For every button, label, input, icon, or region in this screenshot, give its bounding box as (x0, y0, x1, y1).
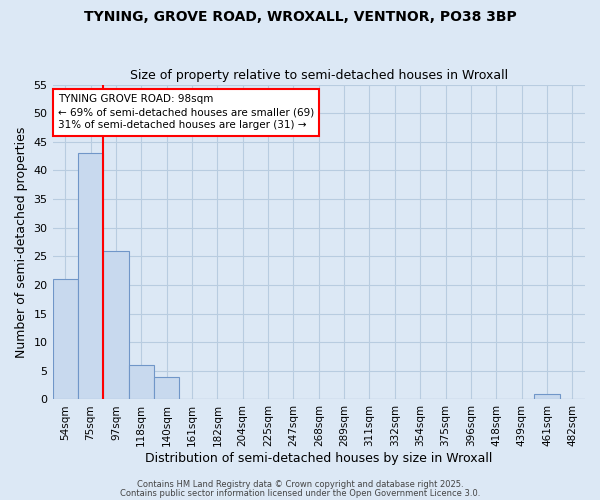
Text: Contains public sector information licensed under the Open Government Licence 3.: Contains public sector information licen… (120, 488, 480, 498)
Bar (128, 365, 154, 400)
Text: Contains HM Land Registry data © Crown copyright and database right 2025.: Contains HM Land Registry data © Crown c… (137, 480, 463, 489)
Bar (534, 394, 560, 400)
X-axis label: Distribution of semi-detached houses by size in Wroxall: Distribution of semi-detached houses by … (145, 452, 493, 465)
Text: TYNING, GROVE ROAD, WROXALL, VENTNOR, PO38 3BP: TYNING, GROVE ROAD, WROXALL, VENTNOR, PO… (83, 10, 517, 24)
Bar (53, 279, 78, 400)
Bar (78, 154, 103, 400)
Text: TYNING GROVE ROAD: 98sqm
← 69% of semi-detached houses are smaller (69)
31% of s: TYNING GROVE ROAD: 98sqm ← 69% of semi-d… (58, 94, 314, 130)
Bar (154, 376, 179, 400)
Y-axis label: Number of semi-detached properties: Number of semi-detached properties (15, 126, 28, 358)
Title: Size of property relative to semi-detached houses in Wroxall: Size of property relative to semi-detach… (130, 69, 508, 82)
Bar (103, 250, 128, 400)
